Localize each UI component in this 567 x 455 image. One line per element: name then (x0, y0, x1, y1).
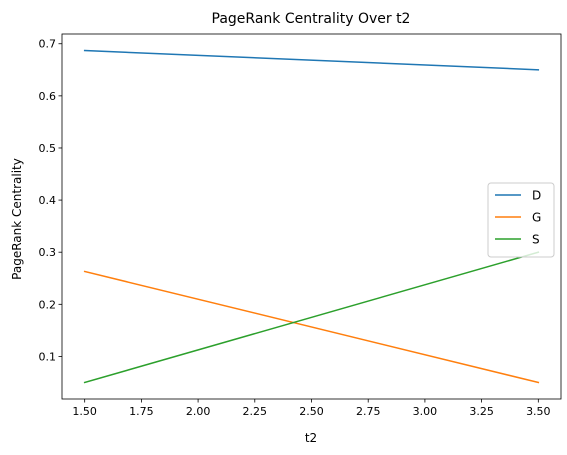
legend-label-S: S (532, 233, 540, 247)
legend-box (487, 182, 555, 258)
y-axis-label: PageRank Centrality (10, 158, 24, 280)
y-tick-label: 0.3 (39, 246, 57, 259)
series-line-D (83, 49, 540, 71)
x-tick-label: 2.75 (356, 405, 381, 418)
plot-area (83, 49, 540, 384)
y-tick-label: 0.7 (39, 38, 57, 51)
y-tick-label: 0.6 (39, 90, 57, 103)
x-tick-label: 3.25 (469, 405, 494, 418)
legend: DGS (487, 182, 555, 258)
x-tick-label: 3.50 (526, 405, 551, 418)
series-line-G (83, 270, 540, 384)
x-tick-label: 2.25 (243, 405, 268, 418)
x-tick-label: 3.00 (413, 405, 438, 418)
x-tick-label: 1.75 (129, 405, 154, 418)
legend-label-D: D (532, 189, 541, 203)
x-tick-label: 1.50 (72, 405, 97, 418)
x-tick-label: 2.00 (186, 405, 211, 418)
y-tick-label: 0.2 (39, 298, 57, 311)
legend-label-G: G (532, 211, 541, 225)
chart-title: PageRank Centrality Over t2 (212, 11, 411, 27)
x-tick-label: 2.50 (299, 405, 324, 418)
x-axis-label: t2 (305, 431, 317, 445)
axes: 1.50 1.75 2.00 2.25 2.50 2.75 3.00 3.25 3.50 0.1 0… (39, 33, 562, 418)
y-tick-label: 0.4 (39, 194, 57, 207)
y-tick-label: 0.5 (39, 142, 57, 155)
y-tick-label: 0.1 (39, 350, 57, 363)
series-line-S (83, 251, 540, 384)
axes-frame (61, 33, 562, 400)
